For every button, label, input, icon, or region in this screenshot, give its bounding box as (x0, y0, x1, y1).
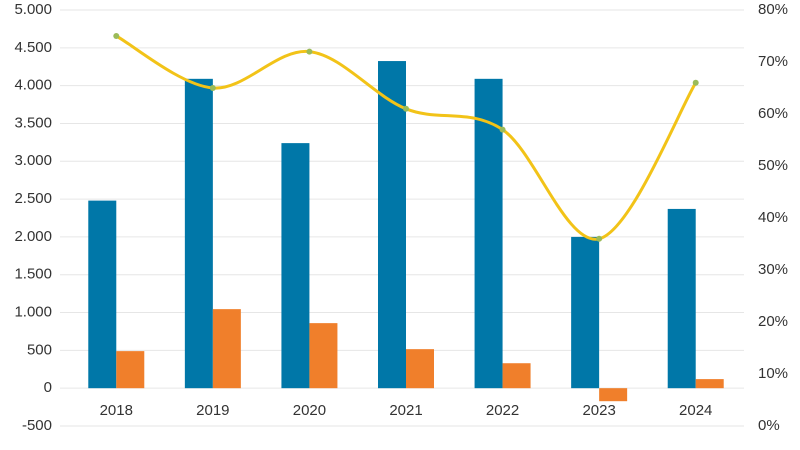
bar (502, 363, 531, 389)
x-tick-label: 2020 (293, 402, 326, 419)
line-marker (692, 79, 699, 86)
y-tick-label: 1.500 (14, 266, 52, 283)
line-marker (403, 105, 409, 112)
y2-tick-label: 70% (758, 53, 788, 70)
x-tick-label: 2023 (582, 402, 615, 419)
bar (667, 208, 696, 389)
line-marker (499, 126, 506, 133)
y-tick-label: -500 (22, 417, 52, 434)
bar (571, 236, 600, 389)
y-tick-label: 500 (27, 341, 52, 358)
y2-tick-label: 10% (758, 365, 788, 382)
y-tick-label: 4.000 (14, 77, 52, 94)
y-tick-label: 5.000 (14, 1, 52, 18)
y2-tick-label: 20% (758, 313, 788, 330)
y-tick-label: 0 (44, 379, 52, 396)
x-tick-label: 2024 (679, 402, 712, 419)
bar (406, 349, 434, 389)
bar (695, 379, 724, 389)
y2-tick-label: 40% (758, 209, 788, 226)
y2-tick-label: 60% (758, 105, 788, 122)
bar (309, 323, 338, 389)
x-tick-label: 2021 (389, 402, 422, 419)
y-tick-label: 2.500 (14, 190, 52, 207)
x-tick-label: 2019 (196, 402, 229, 419)
bar (212, 309, 241, 389)
y-tick-label: 2.000 (14, 228, 52, 245)
y2-tick-label: 50% (758, 157, 788, 174)
y-tick-label: 3.000 (14, 152, 52, 169)
y-tick-label: 1.000 (14, 304, 52, 321)
y-tick-label: 3.500 (14, 114, 52, 131)
y2-tick-label: 30% (758, 261, 788, 278)
bar (88, 200, 117, 389)
line-marker (113, 33, 120, 39)
bar (474, 78, 503, 389)
bar (599, 388, 628, 402)
bar (378, 61, 406, 389)
bar (184, 78, 213, 389)
bar (116, 351, 145, 389)
line-marker (306, 48, 313, 55)
line-marker (596, 235, 603, 242)
y-tick-label: 4.500 (14, 39, 52, 56)
y2-tick-label: 0% (758, 417, 780, 434)
bar (281, 143, 310, 389)
line-marker (209, 85, 216, 91)
x-tick-label: 2022 (486, 402, 519, 419)
y2-tick-label: 80% (758, 1, 788, 18)
x-tick-label: 2018 (100, 402, 133, 419)
